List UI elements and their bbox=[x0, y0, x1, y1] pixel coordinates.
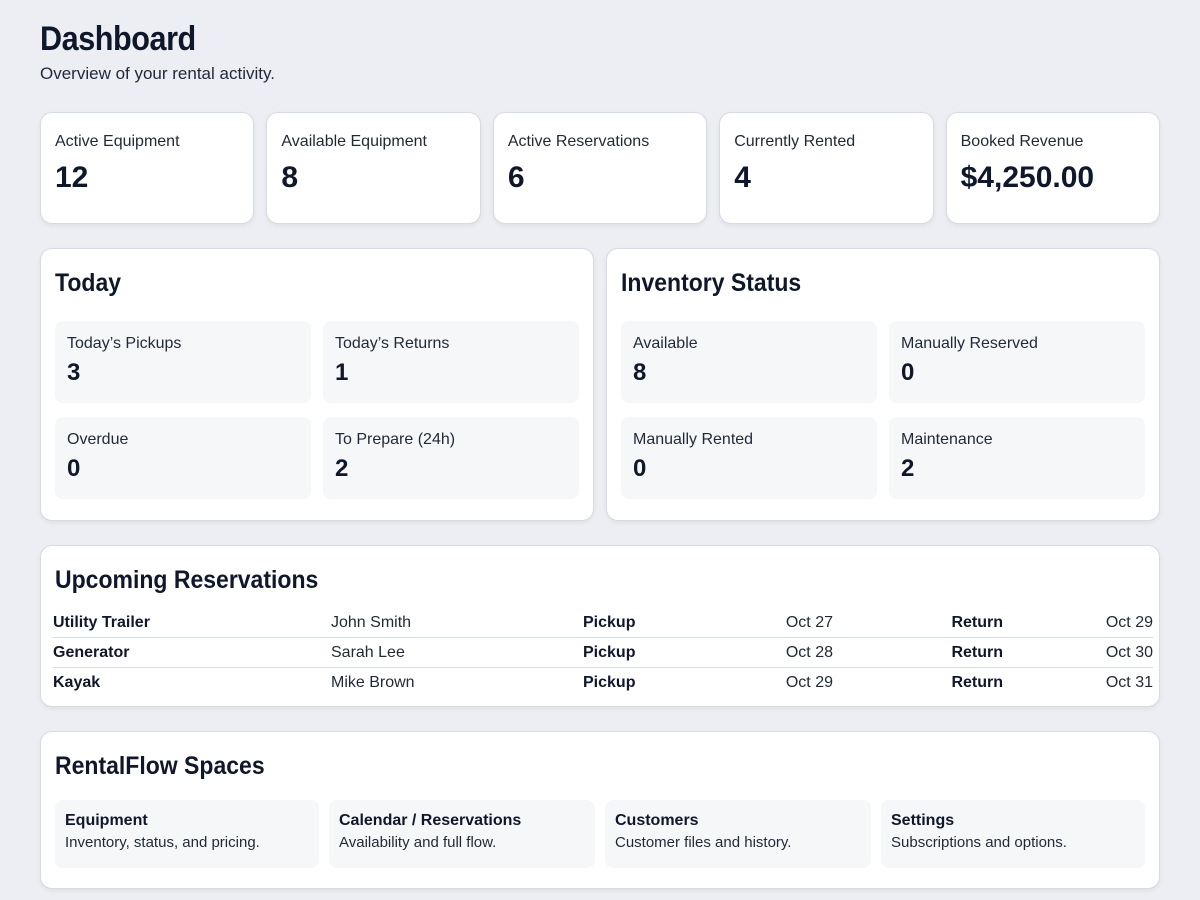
stat-label: Booked Revenue bbox=[960, 133, 1084, 150]
stat-card-currently-rented: Currently Rented 4 bbox=[719, 112, 934, 224]
stat-value: $4,250.00 bbox=[960, 161, 1095, 194]
upcoming-reservations-panel: Upcoming Reservations Utility Trailer Jo… bbox=[40, 545, 1160, 707]
reservations-table: Utility Trailer John Smith Pickup Oct 27… bbox=[53, 608, 1153, 698]
table-row[interactable]: Generator Sarah Lee Pickup Oct 28 Return… bbox=[53, 638, 1153, 668]
reservation-customer: John Smith bbox=[331, 613, 412, 631]
manually-reserved-tile: Manually Reserved 0 bbox=[889, 321, 1145, 403]
stats-row: Active Equipment 12 Available Equipment … bbox=[40, 112, 1161, 224]
return-date: Oct 31 bbox=[1105, 674, 1153, 691]
space-title: Customers bbox=[615, 812, 699, 829]
space-settings[interactable]: Settings Subscriptions and options. bbox=[881, 800, 1145, 868]
maintenance-tile: Maintenance 2 bbox=[889, 417, 1145, 499]
page-subtitle: Overview of your rental activity. bbox=[40, 64, 275, 83]
spaces-title: RentalFlow Spaces bbox=[55, 752, 265, 780]
tile-value: 0 bbox=[67, 455, 81, 482]
reservation-item: Generator bbox=[53, 643, 130, 661]
table-row[interactable]: Kayak Mike Brown Pickup Oct 29 Return Oc… bbox=[53, 668, 1153, 698]
return-label: Return bbox=[951, 613, 1003, 631]
to-prepare-tile: To Prepare (24h) 2 bbox=[323, 417, 579, 499]
return-label: Return bbox=[951, 643, 1003, 661]
rentalflow-spaces-panel: RentalFlow Spaces Equipment Inventory, s… bbox=[40, 731, 1160, 889]
inventory-title: Inventory Status bbox=[621, 269, 802, 297]
pickup-label: Pickup bbox=[583, 613, 636, 631]
reservation-customer: Mike Brown bbox=[331, 674, 415, 691]
tile-label: To Prepare (24h) bbox=[335, 431, 456, 448]
space-title: Settings bbox=[891, 812, 955, 829]
stat-value: 8 bbox=[281, 161, 299, 194]
spaces-grid: Equipment Inventory, status, and pricing… bbox=[55, 800, 1145, 868]
stat-card-available-equipment: Available Equipment 8 bbox=[266, 112, 481, 224]
space-title: Equipment bbox=[65, 812, 148, 829]
space-equipment[interactable]: Equipment Inventory, status, and pricing… bbox=[55, 800, 319, 868]
space-description: Inventory, status, and pricing. bbox=[65, 834, 260, 851]
reservation-customer: Sarah Lee bbox=[331, 643, 405, 661]
tile-value: 0 bbox=[633, 455, 647, 482]
return-label: Return bbox=[951, 674, 1003, 691]
today-pickups-tile: Today’s Pickups 3 bbox=[55, 321, 311, 403]
today-grid: Today’s Pickups 3 Today’s Returns 1 Over… bbox=[55, 321, 579, 499]
tile-label: Maintenance bbox=[901, 431, 993, 448]
tile-label: Overdue bbox=[67, 431, 129, 448]
manually-rented-tile: Manually Rented 0 bbox=[621, 417, 877, 499]
tile-value: 0 bbox=[901, 359, 915, 386]
space-description: Subscriptions and options. bbox=[891, 834, 1067, 851]
stat-card-active-reservations: Active Reservations 6 bbox=[492, 112, 708, 224]
space-calendar-reservations[interactable]: Calendar / Reservations Availability and… bbox=[329, 800, 595, 868]
today-panel: Today Today’s Pickups 3 Today’s Returns … bbox=[40, 248, 594, 521]
return-date: Oct 30 bbox=[1105, 643, 1153, 661]
tile-label: Manually Reserved bbox=[901, 335, 1038, 352]
dashboard-page: Dashboard Overview of your rental activi… bbox=[40, 18, 1161, 889]
tile-value: 8 bbox=[633, 359, 647, 386]
tile-label: Manually Rented bbox=[633, 431, 754, 448]
tile-label: Today’s Returns bbox=[335, 335, 450, 352]
tile-value: 2 bbox=[335, 455, 349, 482]
stat-label: Currently Rented bbox=[734, 133, 856, 150]
pickup-date: Oct 27 bbox=[785, 613, 833, 631]
inventory-grid: Available 8 Manually Reserved 0 Manually… bbox=[621, 321, 1145, 499]
stat-value: 4 bbox=[734, 161, 751, 194]
space-description: Availability and full flow. bbox=[339, 834, 497, 851]
today-returns-tile: Today’s Returns 1 bbox=[323, 321, 579, 403]
stat-label: Active Equipment bbox=[55, 133, 180, 150]
stat-value: 12 bbox=[55, 161, 89, 194]
page-title: Dashboard bbox=[40, 20, 196, 58]
stat-card-active-equipment: Active Equipment 12 bbox=[40, 112, 255, 224]
space-description: Customer files and history. bbox=[615, 834, 792, 851]
return-date: Oct 29 bbox=[1105, 613, 1153, 631]
tile-label: Today’s Pickups bbox=[67, 335, 182, 352]
reservation-item: Kayak bbox=[53, 674, 101, 691]
space-title: Calendar / Reservations bbox=[339, 812, 522, 829]
tile-value: 1 bbox=[335, 359, 349, 386]
stat-card-booked-revenue: Booked Revenue $4,250.00 bbox=[945, 112, 1161, 224]
pickup-date: Oct 28 bbox=[785, 643, 833, 661]
available-tile: Available 8 bbox=[621, 321, 877, 403]
table-row[interactable]: Utility Trailer John Smith Pickup Oct 27… bbox=[53, 608, 1153, 638]
tile-label: Available bbox=[633, 335, 698, 352]
tile-value: 2 bbox=[901, 455, 915, 482]
inventory-status-panel: Inventory Status Available 8 Manually Re… bbox=[606, 248, 1160, 521]
space-customers[interactable]: Customers Customer files and history. bbox=[605, 800, 871, 868]
overdue-tile: Overdue 0 bbox=[55, 417, 311, 499]
pickup-date: Oct 29 bbox=[785, 674, 833, 691]
stat-value: 6 bbox=[507, 161, 525, 194]
reservation-item: Utility Trailer bbox=[53, 613, 150, 631]
tile-value: 3 bbox=[67, 359, 81, 386]
upcoming-title: Upcoming Reservations bbox=[55, 566, 319, 594]
today-title: Today bbox=[55, 269, 122, 297]
stat-label: Active Reservations bbox=[507, 133, 650, 150]
stat-label: Available Equipment bbox=[281, 133, 427, 150]
pickup-label: Pickup bbox=[583, 643, 636, 661]
pickup-label: Pickup bbox=[583, 674, 636, 691]
